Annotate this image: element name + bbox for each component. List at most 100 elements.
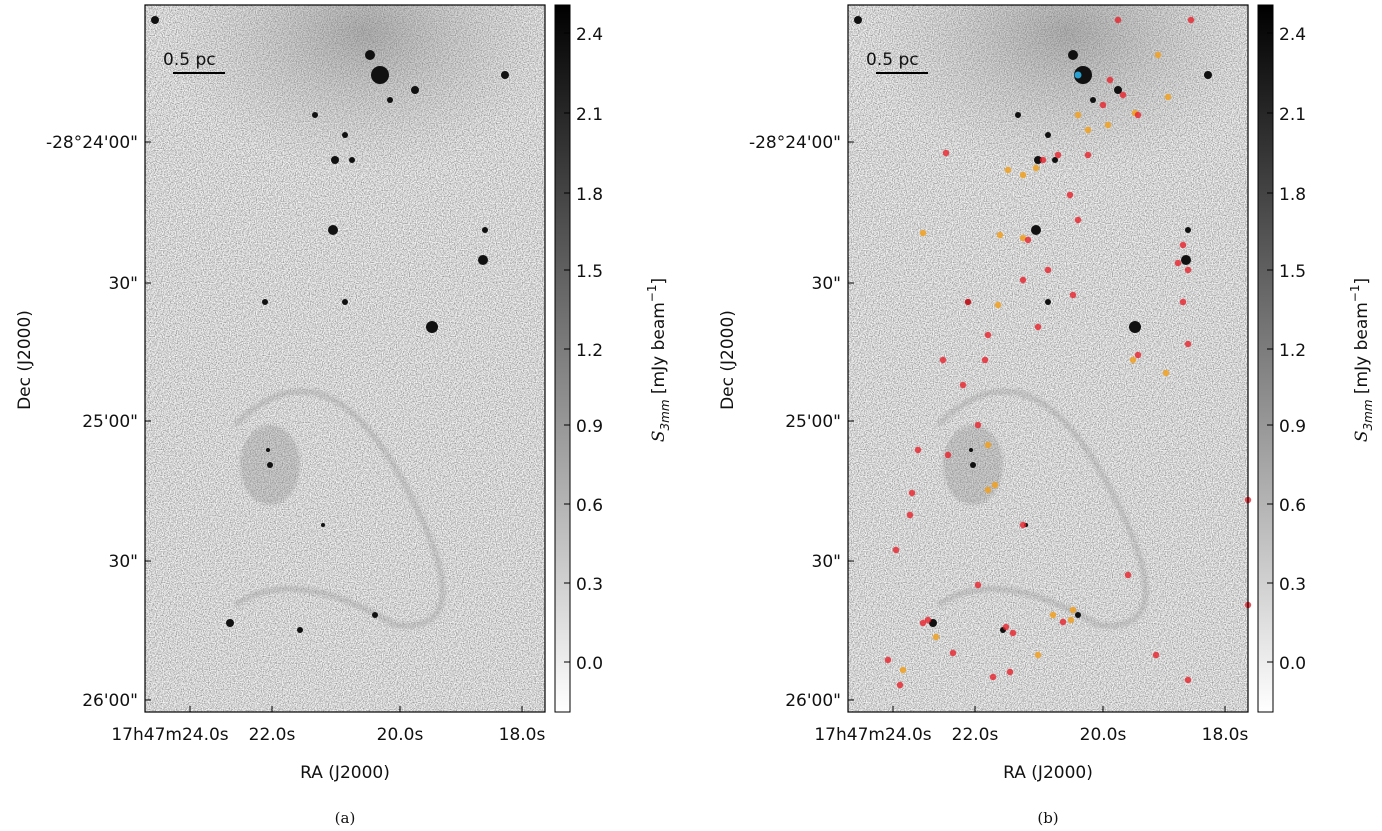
colorbar-tick-label: 1.8 (576, 185, 603, 205)
source (482, 227, 488, 233)
marker (981, 356, 989, 364)
source (151, 16, 159, 24)
y-tick-label: 26'00" (82, 691, 138, 711)
source (321, 523, 325, 527)
x-axis-label: RA (J2000) (1003, 763, 1093, 783)
x-tick-label: 22.0s (952, 725, 999, 745)
x-tick-label: 18.0s (499, 725, 546, 745)
marker (1162, 369, 1170, 377)
source (267, 462, 273, 468)
marker (996, 231, 1004, 239)
marker (1179, 298, 1187, 306)
source (387, 97, 393, 103)
marker (1019, 521, 1027, 529)
y-tick-label: 30" (812, 552, 841, 572)
marker (1034, 651, 1042, 659)
filament (232, 388, 446, 629)
marker (949, 649, 957, 657)
marker (1114, 16, 1122, 24)
marker (984, 486, 992, 494)
source (365, 50, 375, 60)
image-haze (145, 5, 545, 285)
marker (974, 581, 982, 589)
colorbar-tick-label: 2.4 (576, 25, 603, 45)
colorbar (1257, 4, 1274, 713)
marker (984, 331, 992, 339)
colorbar-tick-label: 0.0 (1279, 654, 1306, 674)
marker (1006, 668, 1014, 676)
source (297, 627, 303, 633)
source (312, 112, 318, 118)
marker (908, 489, 916, 497)
colorbar-tick-label: 2.4 (1279, 25, 1306, 45)
source (1204, 71, 1212, 79)
source (1114, 86, 1122, 94)
x-axis-label: RA (J2000) (300, 763, 390, 783)
scale-bar-label: 0.5 pc (866, 50, 919, 70)
marker (919, 619, 927, 627)
colorbar (554, 4, 571, 713)
colorbar-tick-label: 0.3 (1279, 575, 1306, 595)
marker (974, 421, 982, 429)
marker (964, 298, 972, 306)
y-tick-label: 26'00" (785, 691, 841, 711)
marker (1106, 76, 1114, 84)
marker (991, 481, 999, 489)
source (1052, 157, 1058, 163)
colorbar-tick-label: 0.9 (576, 417, 603, 437)
source (1185, 227, 1191, 233)
scale-bar-label: 0.5 pc (163, 50, 216, 70)
source (342, 132, 348, 138)
colorbar-tick-label: 2.1 (1279, 105, 1306, 125)
colorbar-label: S3mm [mJy beam−1] (1348, 278, 1375, 442)
unit-close: ] (649, 278, 669, 285)
colorbar-tick-label: 0.0 (576, 654, 603, 674)
marker (884, 656, 892, 664)
marker (1074, 216, 1082, 224)
source (478, 255, 488, 265)
unit-close: ] (1352, 278, 1372, 285)
source (1075, 612, 1081, 618)
x-tick-label: 17h47m24.0s (111, 725, 228, 745)
y-axis-label: Dec (J2000) (15, 310, 35, 410)
source (1074, 66, 1092, 84)
marker (942, 149, 950, 157)
marker (994, 301, 1002, 309)
marker (1019, 276, 1027, 284)
marker (1152, 651, 1160, 659)
unit: [mJy beam (649, 302, 669, 399)
image-haze (848, 5, 1248, 285)
marker (959, 381, 967, 389)
symbol: S (1352, 431, 1372, 443)
marker (1119, 91, 1127, 99)
y-tick-label: -28°24'00" (749, 133, 841, 153)
y-tick-label: 25'00" (785, 412, 841, 432)
marker (1039, 156, 1047, 164)
source (411, 86, 419, 94)
subscript: 3mm (658, 399, 672, 430)
exponent: −1 (645, 284, 659, 302)
marker (1034, 323, 1042, 331)
x-tick-label: 18.0s (1202, 725, 1249, 745)
x-tick-label: 22.0s (249, 725, 296, 745)
marker (1154, 51, 1162, 59)
source (328, 225, 338, 235)
marker (1009, 629, 1017, 637)
marker (1004, 166, 1012, 174)
source (1045, 299, 1051, 305)
marker (914, 446, 922, 454)
colorbar-tick-label: 0.6 (1279, 496, 1306, 516)
y-tick-label: 30" (109, 274, 138, 294)
marker (1179, 241, 1187, 249)
colorbar-tick-label: 0.9 (1279, 417, 1306, 437)
y-tick-label: 30" (109, 552, 138, 572)
x-tick-label: 20.0s (1080, 725, 1127, 745)
source (1090, 97, 1096, 103)
source (1031, 225, 1041, 235)
marker (892, 546, 900, 554)
marker (1134, 111, 1142, 119)
marker (939, 356, 947, 364)
marker (1074, 111, 1082, 119)
colorbar-tick-label: 1.2 (576, 341, 603, 361)
source (1045, 132, 1051, 138)
